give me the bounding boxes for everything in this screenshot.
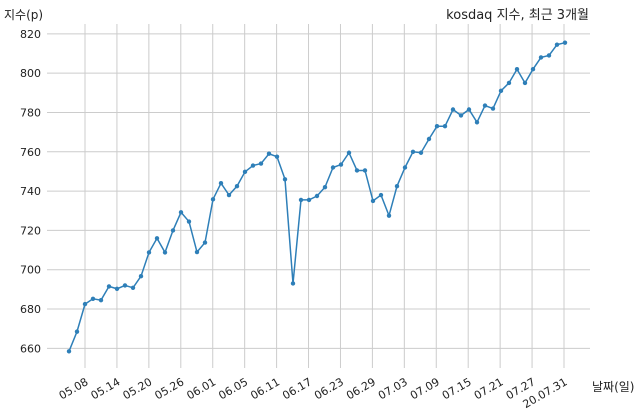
- x-tick-label: 06.17: [280, 375, 314, 402]
- data-point: [458, 113, 464, 118]
- data-point: [546, 53, 552, 58]
- data-point: [234, 183, 240, 189]
- data-point: [98, 297, 104, 303]
- x-tick-label: 05.20: [121, 375, 155, 402]
- data-point: [154, 236, 160, 241]
- data-point: [298, 197, 304, 203]
- data-point: [450, 107, 456, 112]
- data-point: [306, 197, 312, 203]
- data-point: [314, 193, 320, 199]
- data-point: [378, 192, 384, 198]
- data-point: [538, 55, 544, 60]
- x-tick-label: 06.23: [312, 375, 346, 402]
- y-tick-label: 700: [20, 264, 41, 277]
- data-point: [114, 286, 120, 291]
- x-tick-label: 05.08: [57, 375, 91, 402]
- data-point: [290, 281, 296, 286]
- data-point: [250, 163, 256, 168]
- y-tick-label: 800: [20, 67, 41, 80]
- data-point: [138, 274, 144, 279]
- data-point: [162, 250, 168, 255]
- data-point: [354, 168, 360, 173]
- data-point: [226, 192, 232, 198]
- data-point: [562, 40, 568, 45]
- data-point: [90, 296, 96, 302]
- data-point: [218, 181, 224, 186]
- data-point: [522, 80, 528, 86]
- data-point: [242, 169, 248, 175]
- data-point: [74, 329, 80, 334]
- data-point: [170, 228, 176, 233]
- x-tick-label: 06.01: [184, 375, 218, 402]
- data-point: [122, 283, 128, 288]
- data-points: [66, 40, 568, 354]
- x-tick-label: 05.14: [89, 375, 123, 402]
- data-point: [322, 184, 328, 190]
- y-axis-label: 지수(p): [4, 8, 43, 22]
- x-tick-label: 07.21: [472, 375, 506, 402]
- data-point: [514, 67, 520, 72]
- data-point: [554, 42, 560, 47]
- data-point: [410, 149, 416, 154]
- data-point: [482, 103, 488, 108]
- data-point: [66, 349, 72, 354]
- data-point: [106, 284, 112, 289]
- data-point: [490, 106, 496, 111]
- x-tick-label: 07.09: [408, 375, 442, 402]
- data-point: [346, 150, 352, 155]
- x-tick-label: 07.03: [376, 375, 410, 402]
- y-tick-label: 740: [20, 185, 41, 198]
- y-tick-label: 660: [20, 342, 41, 355]
- data-point: [210, 197, 216, 202]
- data-point: [402, 165, 408, 170]
- data-point: [426, 136, 432, 142]
- chart-title: kosdaq 지수, 최근 3개월: [446, 8, 589, 23]
- data-point: [274, 154, 280, 159]
- data-point: [498, 88, 504, 94]
- x-tick-labels: 05.0805.1405.2005.2606.0106.0506.1106.17…: [57, 375, 570, 411]
- data-point: [338, 162, 344, 167]
- data-point: [178, 210, 184, 215]
- y-tick-label: 680: [20, 303, 41, 316]
- data-point: [418, 150, 424, 155]
- y-tick-label: 820: [20, 28, 41, 41]
- data-point: [386, 213, 392, 218]
- data-point: [394, 183, 400, 189]
- x-axis-label: 날짜(일): [592, 380, 634, 394]
- y-tick-label: 760: [20, 146, 41, 159]
- data-point: [130, 285, 136, 290]
- data-point: [474, 120, 480, 125]
- data-point: [370, 198, 376, 204]
- data-point: [258, 161, 264, 166]
- data-point: [186, 219, 192, 224]
- data-point: [194, 249, 200, 255]
- data-point: [434, 124, 440, 129]
- grid-lines: [47, 24, 590, 368]
- x-tick-label: 05.26: [153, 375, 187, 402]
- x-tick-label: 06.11: [248, 375, 282, 402]
- data-point: [442, 124, 448, 129]
- y-tick-label: 780: [20, 106, 41, 119]
- data-point: [282, 177, 288, 182]
- data-point: [82, 301, 88, 307]
- y-tick-label: 720: [20, 224, 41, 237]
- data-point: [362, 168, 368, 173]
- data-point: [202, 240, 208, 245]
- data-point: [146, 250, 152, 255]
- data-point: [466, 107, 472, 112]
- x-tick-label: 07.15: [440, 375, 474, 402]
- data-point: [330, 165, 336, 170]
- data-point: [530, 67, 536, 72]
- y-tick-labels: 660 680 700 720 740 760 780 800 820: [20, 28, 41, 356]
- data-point: [506, 80, 512, 86]
- x-tick-label: 06.29: [344, 375, 378, 402]
- x-tick-label: 06.05: [216, 375, 250, 402]
- data-point: [266, 151, 272, 156]
